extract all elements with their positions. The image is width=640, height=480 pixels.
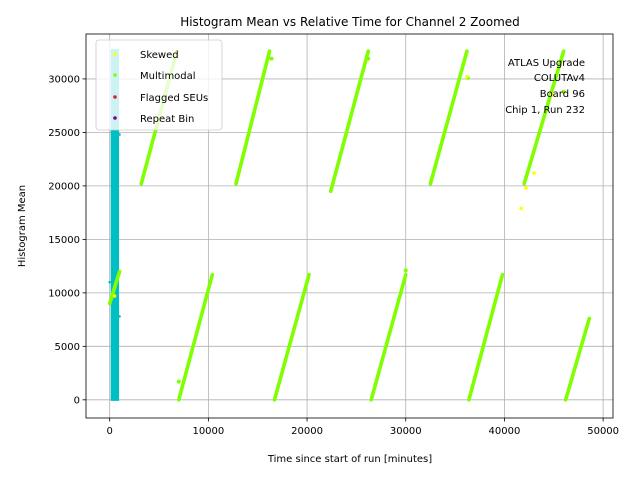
- legend-label-repeat-bin: Repeat Bin: [140, 114, 194, 125]
- y-tick-label: 25000: [48, 128, 80, 139]
- y-tick-label: 0: [74, 395, 80, 406]
- skewed-point: [550, 93, 554, 97]
- multimodal-ramp: [272, 272, 311, 402]
- legend-marker-skewed: [113, 52, 117, 56]
- multimodal-ramp: [107, 269, 122, 306]
- x-axis-title: Time since start of run [minutes]: [267, 454, 432, 465]
- legend-marker-repeat-bin: [113, 116, 117, 120]
- band-point: [108, 280, 111, 284]
- annotation-line-4: Chip 1, Run 232: [505, 105, 585, 116]
- y-tick-label: 30000: [48, 74, 80, 85]
- legend-label-flagged-seus: Flagged SEUs: [140, 93, 208, 104]
- x-tick-label: 50000: [587, 426, 619, 437]
- legend-marker-multimodal: [113, 73, 117, 77]
- band-point: [118, 133, 121, 136]
- annotation-line-3: Board 96: [540, 89, 585, 100]
- axis-ticks: 0 10000 20000 30000 40000 50000 0 5000 10000 1500…: [48, 74, 619, 437]
- y-tick-label: 15000: [48, 235, 80, 246]
- skewed-point: [524, 186, 528, 190]
- x-tick-label: 40000: [489, 426, 521, 437]
- y-axis-title: Histogram Mean: [17, 185, 28, 267]
- multimodal-point: [176, 379, 181, 384]
- band-point: [118, 315, 121, 318]
- multimodal-ramp: [176, 272, 215, 402]
- multimodal-point: [269, 56, 274, 61]
- grid-lines: [86, 34, 613, 418]
- multimodal-ramp: [328, 49, 371, 194]
- x-tick-label: 10000: [192, 426, 224, 437]
- y-tick-label: 20000: [48, 181, 80, 192]
- legend-box: [95, 39, 223, 131]
- run-annotation: ATLAS Upgrade COLUTAv4 Board 96 Chip 1, …: [505, 58, 585, 116]
- legend-label-multimodal: Multimodal: [140, 71, 196, 82]
- plot-frame: [85, 33, 614, 419]
- legend-label-skewed: Skewed: [140, 50, 179, 61]
- skewed-point: [465, 74, 469, 79]
- y-tick-label: 5000: [55, 342, 80, 353]
- chart-title: Histogram Mean vs Relative Time for Chan…: [180, 15, 520, 29]
- multimodal-ramp: [234, 49, 272, 186]
- multimodal-ramp: [369, 272, 408, 402]
- y-tick-label: 10000: [48, 288, 80, 299]
- multimodal-ramp: [522, 49, 566, 186]
- multimodal-ramp: [467, 272, 505, 402]
- multimodal-ramp: [563, 316, 592, 402]
- legend-marker-flagged-seus: [113, 95, 117, 99]
- skewed-point: [112, 294, 117, 298]
- multimodal-point: [403, 268, 408, 273]
- x-tick-label: 0: [106, 426, 112, 437]
- legend: Skewed Multimodal Flagged SEUs Repeat Bi…: [95, 39, 223, 131]
- skewed-point: [532, 171, 536, 175]
- multimodal-point: [561, 89, 566, 94]
- annotation-line-1: ATLAS Upgrade: [508, 58, 585, 69]
- multimodal-ramp: [428, 49, 469, 186]
- x-tick-label: 20000: [291, 426, 323, 437]
- x-tick-label: 30000: [390, 426, 422, 437]
- annotation-line-2: COLUTAv4: [534, 73, 585, 84]
- dense-band: [110, 48, 120, 401]
- multimodal-point: [366, 56, 371, 61]
- skewed-point: [519, 206, 524, 211]
